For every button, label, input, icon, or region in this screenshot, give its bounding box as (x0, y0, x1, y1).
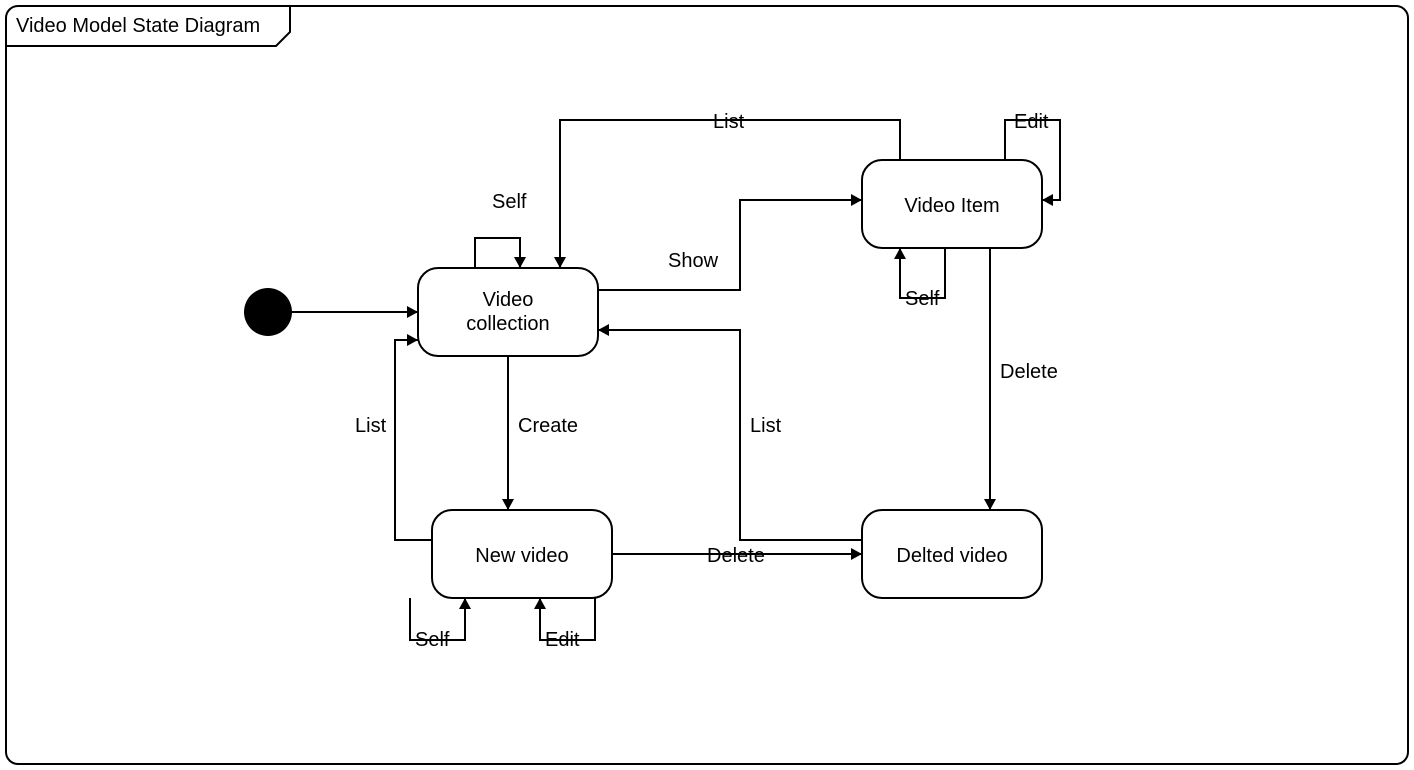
node-deleted-video: Delted video (862, 510, 1042, 598)
edge-label: Self (492, 191, 527, 213)
edge-dv_list_vc (598, 330, 862, 540)
arrowhead-icon (1042, 194, 1053, 206)
edge-vc_show_vi (598, 200, 862, 290)
diagram-title: Video Model State Diagram (16, 15, 260, 37)
node-video-item: Video Item (862, 160, 1042, 248)
edge-label: Delete (707, 545, 765, 567)
arrowhead-icon (554, 257, 566, 268)
arrowhead-icon (984, 499, 996, 510)
arrowhead-icon (407, 306, 418, 318)
edge-label: Delete (1000, 361, 1058, 383)
arrowhead-icon (598, 324, 609, 336)
edge-label: Show (668, 250, 719, 272)
node-label: Video (483, 289, 534, 311)
arrowhead-icon (407, 334, 418, 346)
edge-label: Edit (545, 629, 580, 651)
edge-nv_list_vc (395, 340, 432, 540)
edge-label: Edit (1014, 111, 1049, 133)
edge-label: List (355, 415, 387, 437)
node-new-video: New video (432, 510, 612, 598)
edge-label: Create (518, 415, 578, 437)
arrowhead-icon (851, 548, 862, 560)
arrowhead-icon (894, 248, 906, 259)
initial-state (244, 288, 292, 336)
node-label: New video (475, 545, 568, 567)
edge-label: List (750, 415, 782, 437)
edge-label: Self (415, 629, 450, 651)
arrowhead-icon (459, 598, 471, 609)
arrowhead-icon (534, 598, 546, 609)
node-label: Delted video (896, 545, 1007, 567)
arrowhead-icon (514, 257, 526, 268)
edge-label: List (713, 111, 745, 133)
state-diagram-svg: Video Model State Diagram Video collecti… (0, 0, 1414, 770)
edge-label: Self (905, 288, 940, 310)
node-label: collection (466, 313, 549, 335)
node-label: Video Item (904, 195, 999, 217)
arrowhead-icon (502, 499, 514, 510)
edge-vi_list_vc (560, 120, 900, 268)
node-video-collection: Video collection (418, 268, 598, 356)
edge-vc_self (475, 238, 520, 268)
arrowhead-icon (851, 194, 862, 206)
